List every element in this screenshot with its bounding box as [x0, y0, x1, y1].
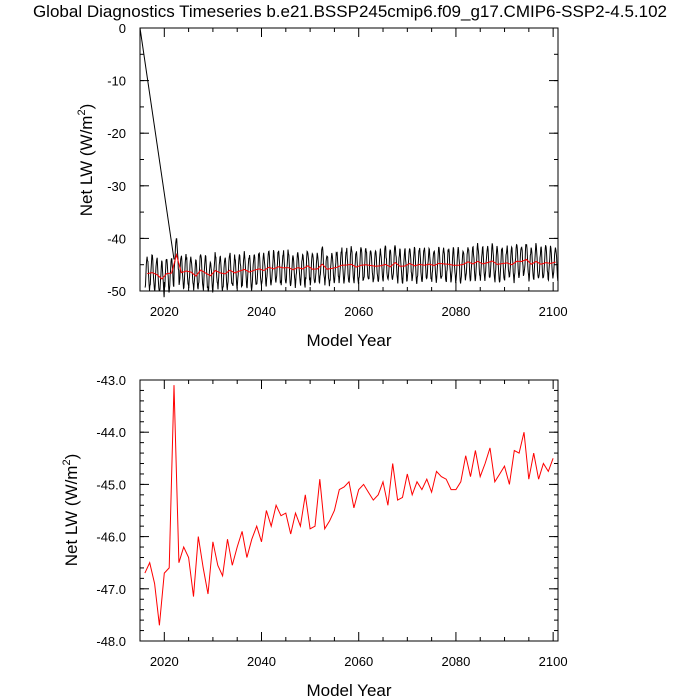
annual-yaxis-title: Net LW (W/m2)	[61, 454, 81, 567]
annual-series-line	[144, 385, 554, 626]
monthly-ytick-label: -20	[107, 126, 126, 141]
annual-ytick-label: -45.0	[96, 477, 126, 492]
monthly-ytick-label: -40	[107, 231, 126, 246]
chart-title: Global Diagnostics Timeseries b.e21.BSSP…	[32, 2, 668, 21]
annual-xtick-label: 2100	[539, 654, 568, 669]
monthly-plot-frame	[139, 27, 559, 292]
annual-axes: 2020 2040 2060 2080 2100 -43.0 -44.0 -45.0 -46.0…	[96, 373, 567, 669]
monthly-xaxis-title: Model Year	[306, 331, 391, 350]
annual-plot-data	[144, 385, 554, 626]
annual-ytick-label: -43.0	[96, 373, 126, 388]
monthly-series-line	[144, 238, 559, 298]
monthly-ytick-label: -50	[107, 284, 126, 299]
monthly-yaxis-title: Net LW (W/m2)	[76, 104, 96, 217]
monthly-annual-mean-line	[147, 252, 556, 280]
monthly-xtick-label: 2080	[441, 304, 470, 319]
monthly-spike-line	[139, 27, 175, 260]
annual-xtick-label: 2020	[150, 654, 179, 669]
annual-ytick-label: -48.0	[96, 634, 126, 649]
annual-panel: 2020 2040 2060 2080 2100 -43.0 -44.0 -45.0 -46.0…	[61, 373, 568, 700]
monthly-axes: 2020 2040 2060 2080 2100 0 -10 -20 -30 -40 -50	[107, 21, 567, 319]
monthly-xtick-label: 2100	[539, 304, 568, 319]
monthly-ytick-label: -30	[107, 179, 126, 194]
monthly-ytick-label: 0	[119, 21, 126, 36]
annual-xtick-label: 2080	[441, 654, 470, 669]
monthly-xtick-label: 2040	[247, 304, 276, 319]
annual-xtick-label: 2040	[247, 654, 276, 669]
monthly-plot-data	[139, 27, 559, 298]
annual-ytick-label: -47.0	[96, 582, 126, 597]
annual-ytick-label: -44.0	[96, 425, 126, 440]
annual-xtick-label: 2060	[344, 654, 373, 669]
monthly-panel: 2020 2040 2060 2080 2100 0 -10 -20 -30 -40 -50 Mod…	[76, 21, 568, 350]
monthly-xtick-label: 2020	[150, 304, 179, 319]
monthly-xtick-label: 2060	[344, 304, 373, 319]
annual-xaxis-title: Model Year	[306, 681, 391, 700]
annual-ytick-label: -46.0	[96, 530, 126, 545]
monthly-ytick-label: -10	[107, 74, 126, 89]
annual-plot-frame	[139, 379, 559, 642]
